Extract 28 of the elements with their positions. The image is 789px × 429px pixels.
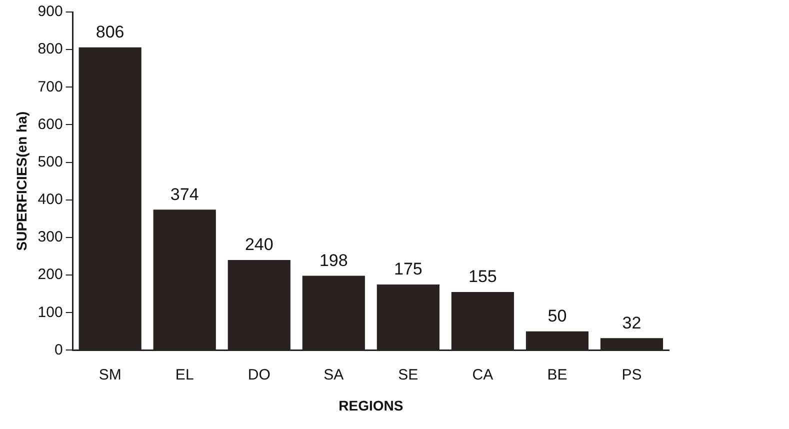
- data-label: 374: [170, 184, 199, 204]
- y-tick-label: 700: [38, 78, 63, 96]
- x-tick-label: DO: [248, 366, 270, 384]
- y-axis-title: SUPERFICIES(en ha): [13, 111, 30, 251]
- x-tick-label: SM: [98, 366, 122, 384]
- x-tick-label: PS: [622, 366, 642, 384]
- x-tick-label: CA: [472, 366, 494, 384]
- y-tick-label: 600: [38, 116, 63, 133]
- y-tick-label: 200: [38, 266, 63, 284]
- y-tick-label: 900: [38, 3, 63, 20]
- x-tick-label: EL: [175, 366, 194, 384]
- data-label: 240: [244, 235, 274, 254]
- x-tick-label: SA: [324, 366, 344, 384]
- data-label: 155: [468, 267, 497, 286]
- y-tick-label: 800: [38, 40, 63, 58]
- data-label: 32: [622, 313, 642, 332]
- x-tick-label: SE: [398, 366, 418, 384]
- data-label: 806: [96, 22, 124, 42]
- y-tick-label: 400: [38, 191, 63, 208]
- y-tick-label: 300: [38, 228, 63, 246]
- data-label: 50: [548, 306, 567, 326]
- data-label: 198: [319, 250, 348, 270]
- x-tick-label: BE: [547, 366, 568, 384]
- y-tick-label: 500: [38, 153, 63, 170]
- y-tick-label: 100: [38, 304, 63, 321]
- x-axis-title: REGIONS: [338, 397, 404, 414]
- y-tick-label: 0: [54, 341, 63, 358]
- data-label: 175: [394, 260, 422, 279]
